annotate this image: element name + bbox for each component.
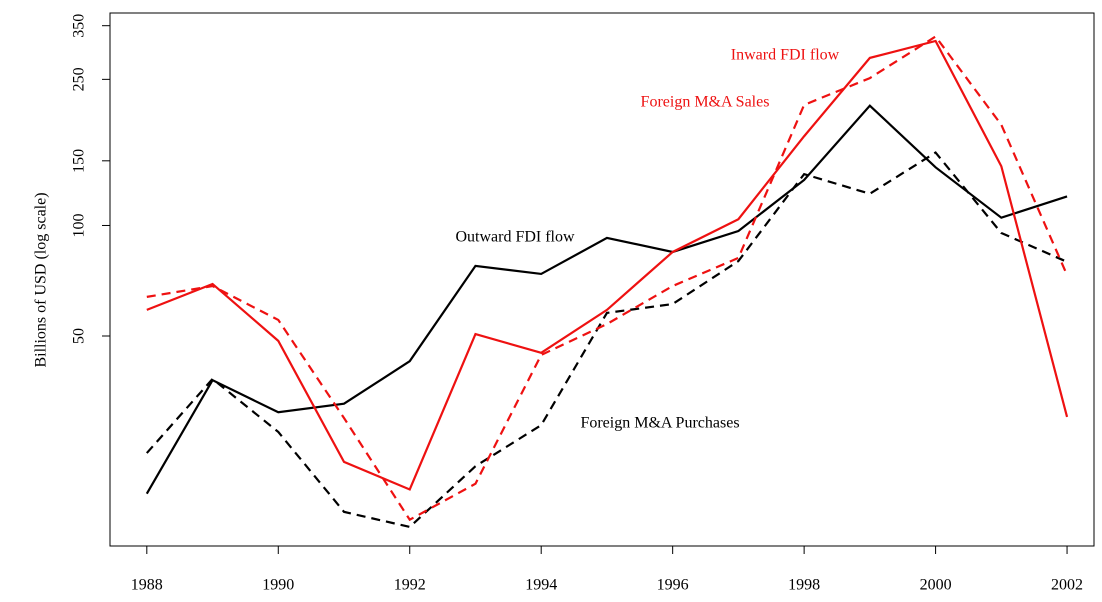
x-tick-label: 1996 <box>657 577 689 594</box>
y-tick-label: 350 <box>71 14 88 38</box>
series-label: Inward FDI flow <box>731 47 840 64</box>
y-tick-label: 50 <box>71 328 88 344</box>
x-tick-label: 1990 <box>262 577 294 594</box>
y-axis-label: Billions of USD (log scale) <box>33 192 50 367</box>
y-tick-label: 250 <box>71 67 88 91</box>
series-label: Outward FDI flow <box>455 229 575 246</box>
series-line <box>146 35 1069 522</box>
series-line <box>145 151 1068 529</box>
series-line <box>146 39 1069 491</box>
x-tick-label: 1992 <box>394 577 426 594</box>
series-label: Foreign M&A Purchases <box>580 415 739 432</box>
y-tick-label: 150 <box>71 149 88 173</box>
y-tick-label: 100 <box>71 213 88 237</box>
x-tick-label: 1988 <box>131 577 163 594</box>
x-tick-label: 1994 <box>525 577 557 594</box>
x-tick-label: 1998 <box>788 577 820 594</box>
series-line <box>145 104 1068 495</box>
series-label: Foreign M&A Sales <box>641 94 770 111</box>
plot-frame <box>109 12 1095 547</box>
x-tick-label: 2000 <box>920 577 952 594</box>
x-tick-label: 2002 <box>1051 577 1083 594</box>
